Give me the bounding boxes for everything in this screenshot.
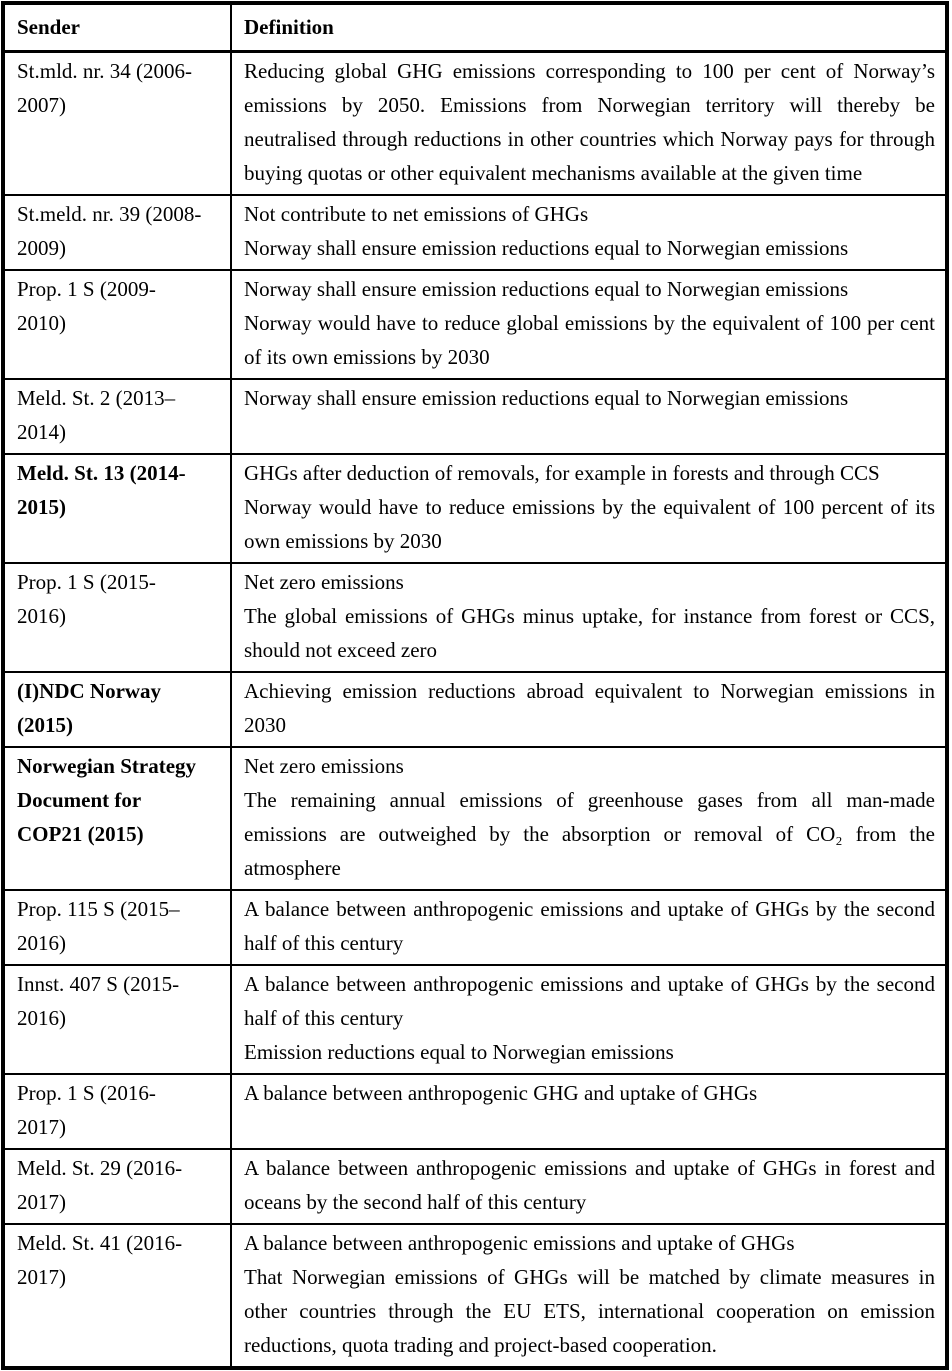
sender-cell: Prop. 1 S (2009-2010) [2,269,232,380]
definition-cell: Norway shall ensure emission reductions … [230,269,948,380]
table-row: Prop. 1 S (2016-2017) A balance between a… [2,1073,948,1150]
definition-cell: GHGs after deduction of removals, for ex… [230,453,948,564]
definition-paragraph: That Norwegian emissions of GHGs will be… [244,1265,935,1357]
definition-paragraph: Not contribute to net emissions of GHGs [244,202,589,226]
definition-paragraph: A balance between anthropogenic emission… [244,1156,935,1214]
sender-cell: Meld. St. 13 (2014-2015) [2,453,232,564]
table-row: St.mld. nr. 34 (2006-2007) Reducing globa… [2,50,948,196]
sender-cell: Prop. 1 S (2015-2016) [2,562,232,673]
definition-paragraph: Reducing global GHG emissions correspond… [244,59,935,185]
definition-cell: A balance between anthropogenic emission… [230,964,948,1075]
definition-cell: Net zero emissions The global emissions o… [230,562,948,673]
table-row: Norwegian Strategy Document for COP21 (2… [2,746,948,891]
definition-paragraph: Norway shall ensure emission reductions … [244,386,849,410]
sender-cell: St.meld. nr. 39 (2008-2009) [2,194,232,271]
definition-paragraph: GHGs after deduction of removals, for ex… [244,461,880,485]
definition-paragraph: Net zero emissions [244,570,404,594]
definition-paragraph: Net zero emissions [244,754,404,778]
definition-paragraph: Norway shall ensure emission reductions … [244,277,849,301]
table-row: Meld. St. 13 (2014-2015) GHGs after deduc… [2,453,948,564]
definition-cell: A balance between anthropogenic emission… [230,889,948,966]
definition-cell: Not contribute to net emissions of GHGs N… [230,194,948,271]
definition-cell: A balance between anthropogenic emission… [230,1148,948,1225]
definition-cell: A balance between anthropogenic GHG and … [230,1073,948,1150]
table-row: Prop. 115 S (2015–2016) A balance between… [2,889,948,966]
table-row: Prop. 1 S (2009-2010) Norway shall ensure… [2,269,948,380]
definition-paragraph: Emission reductions equal to Norwegian e… [244,1040,674,1064]
definition-paragraph: A balance between anthropogenic emission… [244,1231,795,1255]
sender-cell: Prop. 115 S (2015–2016) [2,889,232,966]
definition-cell: Norway shall ensure emission reductions … [230,378,948,455]
table-row: St.meld. nr. 39 (2008-2009) Not contribut… [2,194,948,271]
definition-paragraph: Norway shall ensure emission reductions … [244,236,849,260]
header-sender: Sender [2,2,232,53]
table-row: Meld. St. 29 (2016-2017) A balance betwee… [2,1148,948,1225]
table-row: Meld. St. 41 (2016-2017) A balance betwee… [2,1223,948,1369]
sender-cell: Innst. 407 S (2015-2016) [2,964,232,1075]
definition-cell: Net zero emissions The remaining annual e… [230,746,948,891]
definition-paragraph: A balance between anthropogenic emission… [244,897,935,955]
table-row: Meld. St. 2 (2013–2014) Norway shall ensu… [2,378,948,455]
sender-cell: Meld. St. 2 (2013–2014) [2,378,232,455]
table-row: (I)NDC Norway (2015) Achieving emission r… [2,671,948,748]
sender-cell: (I)NDC Norway (2015) [2,671,232,748]
definition-paragraph: Achieving emission reductions abroad equ… [244,679,935,737]
definition-paragraph: The global emissions of GHGs minus uptak… [244,604,935,662]
definition-cell: Achieving emission reductions abroad equ… [230,671,948,748]
definition-paragraph: Norway would have to reduce global emiss… [244,311,935,369]
definition-paragraph: A balance between anthropogenic GHG and … [244,1081,758,1105]
sender-cell: St.mld. nr. 34 (2006-2007) [2,50,232,196]
definition-paragraph: A balance between anthropogenic emission… [244,972,935,1030]
sender-cell: Prop. 1 S (2016-2017) [2,1073,232,1150]
table-row: Prop. 1 S (2015-2016) Net zero emissions T… [2,562,948,673]
definition-cell: Reducing global GHG emissions correspond… [230,50,948,196]
header-row: Sender Definition [2,2,948,53]
table-row: Innst. 407 S (2015-2016) A balance betwee… [2,964,948,1075]
sender-cell: Meld. St. 29 (2016-2017) [2,1148,232,1225]
sender-cell: Norwegian Strategy Document for COP21 (2… [2,746,232,891]
definition-paragraph: The remaining annual emissions of greenh… [244,788,935,880]
sender-cell: Meld. St. 41 (2016-2017) [2,1223,232,1369]
definition-paragraph: Norway would have to reduce emissions by… [244,495,935,553]
header-definition: Definition [230,2,948,53]
definition-cell: A balance between anthropogenic emission… [230,1223,948,1369]
